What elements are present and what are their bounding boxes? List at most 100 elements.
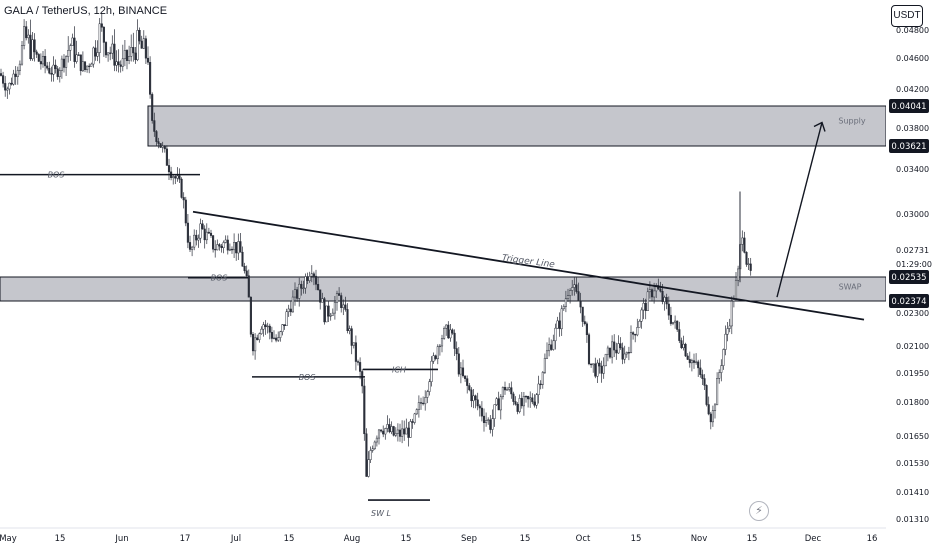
candle xyxy=(697,359,700,377)
candle xyxy=(503,381,507,395)
candle xyxy=(485,412,488,427)
candle xyxy=(117,49,120,73)
candle xyxy=(506,386,509,391)
candle xyxy=(363,378,366,441)
lightning-icon[interactable]: ⚡ xyxy=(749,501,769,521)
candle xyxy=(409,418,412,439)
candle xyxy=(468,382,471,392)
candle xyxy=(235,242,238,261)
x-tick-label: Aug xyxy=(344,534,361,544)
candle xyxy=(35,49,38,59)
candle xyxy=(111,35,114,60)
candle xyxy=(197,234,200,248)
candle xyxy=(365,428,368,477)
candle xyxy=(407,421,410,447)
candle xyxy=(430,356,433,387)
candle xyxy=(270,326,273,343)
candle xyxy=(300,280,303,296)
candle xyxy=(617,335,620,354)
candle xyxy=(113,29,116,72)
candle xyxy=(524,395,528,403)
candle xyxy=(138,27,141,45)
candle xyxy=(489,415,492,434)
candle xyxy=(394,427,397,438)
candle xyxy=(396,423,399,442)
candle xyxy=(209,229,213,238)
candle xyxy=(474,394,477,409)
x-tick-label: Dec xyxy=(805,534,822,544)
swl-label: SW L xyxy=(371,509,391,518)
candle xyxy=(0,68,3,77)
candle xyxy=(598,358,601,374)
projection-arrow xyxy=(776,122,823,298)
candle xyxy=(279,330,282,342)
candle xyxy=(348,325,351,335)
candle xyxy=(48,61,51,75)
candle xyxy=(686,353,689,361)
candle xyxy=(388,418,391,434)
candle xyxy=(247,269,250,298)
candle xyxy=(329,312,332,321)
candle xyxy=(180,177,183,199)
candle xyxy=(518,394,521,414)
candle xyxy=(52,56,55,82)
candle xyxy=(272,330,276,340)
candle xyxy=(522,392,525,416)
currency-button[interactable]: USDT xyxy=(891,5,923,27)
candle xyxy=(50,66,53,82)
candle xyxy=(550,339,553,351)
candle xyxy=(159,143,162,148)
candle xyxy=(562,304,565,311)
candle xyxy=(23,19,26,50)
supply-bottom-price: 0.03621 xyxy=(891,142,926,152)
candle xyxy=(191,245,194,257)
candle xyxy=(602,357,605,379)
candle xyxy=(254,333,257,360)
candle xyxy=(692,353,696,369)
y-tick-label: 0.01530 xyxy=(896,459,929,468)
candle xyxy=(636,318,639,337)
candle xyxy=(707,396,710,416)
candle xyxy=(325,305,328,323)
candle xyxy=(445,324,448,336)
candle xyxy=(226,235,229,255)
candle xyxy=(695,353,698,365)
y-tick-label: 0.02731 xyxy=(896,246,929,255)
bos-label-1: BOS xyxy=(48,171,65,180)
candle xyxy=(436,344,439,365)
candle xyxy=(512,391,515,406)
candle xyxy=(579,292,582,314)
candle xyxy=(741,230,744,252)
candle xyxy=(283,324,286,330)
candle xyxy=(39,53,42,70)
candle xyxy=(619,337,622,350)
candle xyxy=(749,257,752,276)
candle xyxy=(71,33,74,47)
y-tick-label: 0.03400 xyxy=(896,165,929,174)
candle xyxy=(453,329,456,357)
candle xyxy=(216,239,219,251)
candle xyxy=(65,55,68,77)
candle xyxy=(184,196,187,227)
candle xyxy=(199,218,202,244)
candle xyxy=(342,299,345,316)
candle xyxy=(384,427,387,440)
candle xyxy=(560,305,563,336)
candle xyxy=(600,360,603,383)
candle xyxy=(323,297,326,325)
candle xyxy=(625,351,628,358)
candle xyxy=(308,271,311,283)
candle xyxy=(573,276,576,296)
candle xyxy=(100,12,103,32)
candle xyxy=(472,388,475,409)
candle xyxy=(153,112,156,137)
candle xyxy=(554,323,557,350)
candle xyxy=(44,49,47,74)
candle xyxy=(285,308,288,327)
candle xyxy=(369,446,372,463)
candle xyxy=(146,46,150,65)
candle xyxy=(218,243,221,251)
candle xyxy=(638,319,641,328)
candle xyxy=(537,375,540,404)
